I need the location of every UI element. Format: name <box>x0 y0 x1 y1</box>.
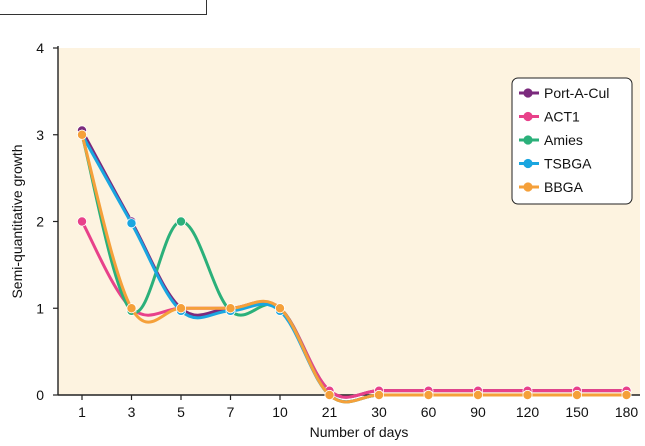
legend-label-port-a-cul: Port-A-Cul <box>544 85 609 101</box>
legend-label-bbga: BBGA <box>544 179 584 195</box>
x-tick-label: 180 <box>615 404 639 420</box>
x-tick-label: 1 <box>78 404 86 420</box>
x-tick-label: 21 <box>322 404 338 420</box>
data-point-bbga <box>324 389 335 400</box>
x-axis-label: Number of days <box>310 424 409 440</box>
data-point-act1 <box>77 216 88 227</box>
x-tick-label: 150 <box>565 404 589 420</box>
y-tick-label: 2 <box>36 214 44 230</box>
series-bbga <box>77 129 632 404</box>
data-point-bbga <box>126 303 137 314</box>
y-tick-label: 1 <box>36 300 44 316</box>
data-point-bbga <box>373 389 384 400</box>
data-point-bbga <box>175 303 186 314</box>
caption-box <box>0 0 207 15</box>
x-tick-label: 90 <box>470 404 486 420</box>
legend-label-tsbga: TSBGA <box>544 156 592 172</box>
x-tick-label: 3 <box>128 404 136 420</box>
data-point-bbga <box>472 389 483 400</box>
legend: Port-A-Cul ACT1 Amies TSBGA BBGA <box>511 77 633 205</box>
y-axis-ticks: 0 1 2 3 4 <box>36 40 58 403</box>
x-tick-label: 10 <box>272 404 288 420</box>
data-point-tsbga <box>126 218 137 229</box>
x-tick-label: 30 <box>371 404 387 420</box>
data-point-bbga <box>621 389 632 400</box>
data-point-bbga <box>225 303 236 314</box>
legend-marker-act1 <box>523 111 533 122</box>
legend-label-act1: ACT1 <box>544 109 580 125</box>
legend-label-amies: Amies <box>544 132 583 148</box>
x-tick-label: 60 <box>421 404 437 420</box>
data-point-amies <box>175 216 186 227</box>
legend-marker-amies <box>523 135 533 145</box>
legend-box <box>511 77 633 205</box>
y-axis-label: Semi-quantitative growth <box>9 144 25 298</box>
x-axis-ticks: 1 3 5 7 10 21 30 60 90 120 150 180 <box>78 395 638 420</box>
y-tick-label: 3 <box>36 127 44 143</box>
x-tick-label: 7 <box>227 404 235 420</box>
y-tick-label: 4 <box>36 40 44 56</box>
data-point-bbga <box>77 129 88 140</box>
data-point-bbga <box>522 389 533 400</box>
series-layer <box>77 125 632 404</box>
x-tick-label: 5 <box>177 404 185 420</box>
data-point-bbga <box>572 389 583 400</box>
data-point-bbga <box>423 389 434 400</box>
data-point-bbga <box>274 303 285 314</box>
legend-marker-bbga <box>523 182 533 192</box>
y-tick-label: 0 <box>36 387 44 403</box>
x-tick-label: 120 <box>516 404 540 420</box>
legend-marker-tsbga <box>523 158 533 169</box>
legend-marker-port-a-cul <box>523 88 533 98</box>
